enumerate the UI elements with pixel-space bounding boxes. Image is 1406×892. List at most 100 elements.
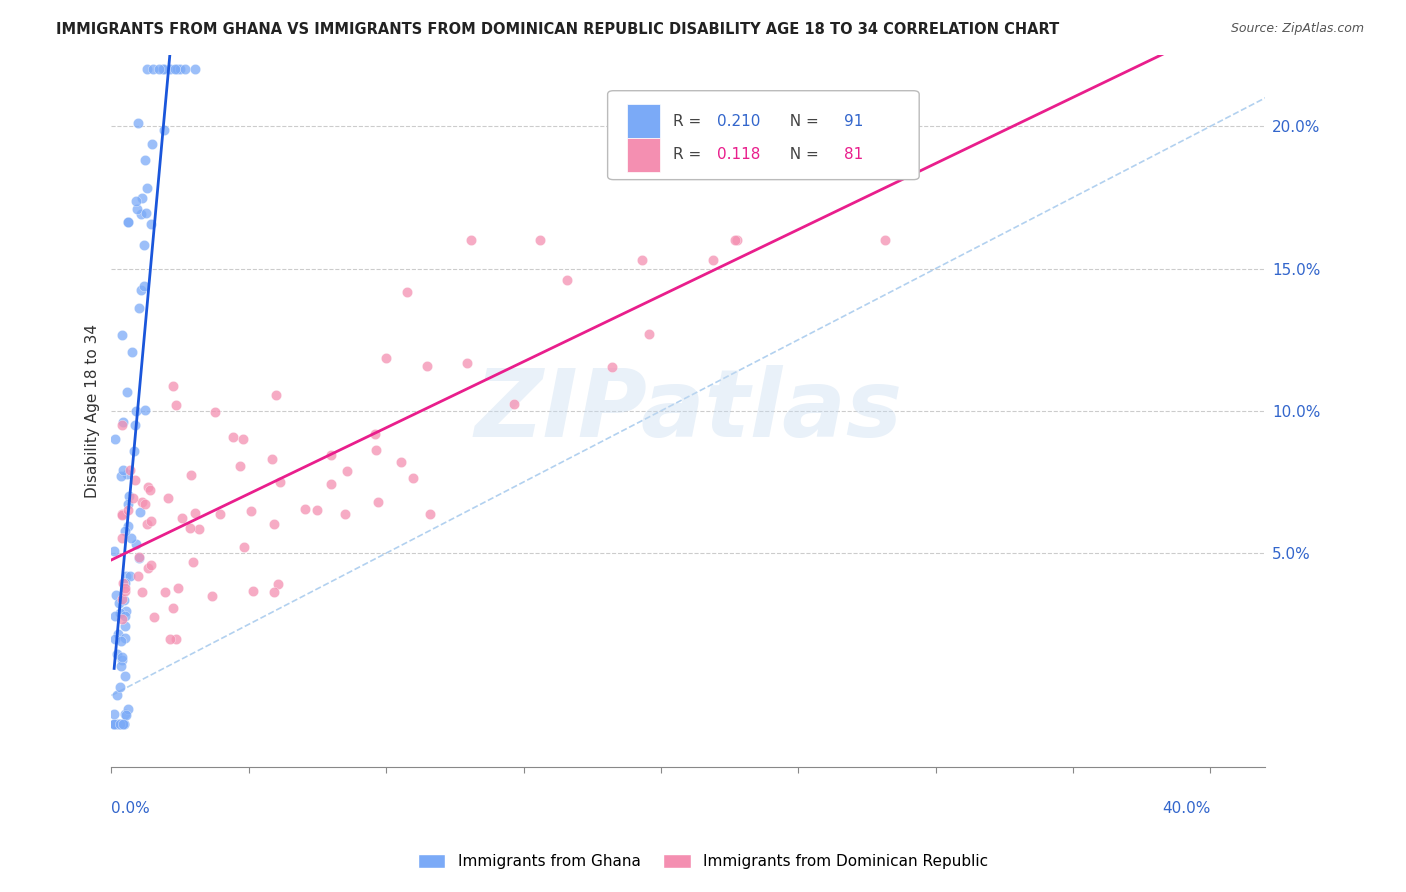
- Point: [134, 279, 156, 293]
- Point: [165, 398, 187, 412]
- Point: [104, 608, 127, 623]
- Point: [103, 706, 125, 721]
- Text: N =: N =: [779, 147, 823, 162]
- Point: [115, 467, 138, 482]
- Point: [103, 717, 125, 731]
- Point: [118, 463, 141, 477]
- Point: [114, 707, 136, 722]
- Point: [103, 717, 125, 731]
- Point: [114, 668, 136, 682]
- Point: [242, 584, 264, 599]
- Point: [103, 717, 125, 731]
- Point: [103, 632, 125, 647]
- Point: [117, 497, 139, 511]
- Point: [141, 137, 163, 152]
- Point: [110, 658, 132, 673]
- Point: [129, 283, 152, 297]
- Point: [114, 618, 136, 632]
- Point: [114, 524, 136, 538]
- Point: [111, 327, 134, 342]
- Point: [117, 215, 139, 229]
- Point: [638, 326, 661, 341]
- Point: [162, 601, 184, 615]
- Point: [170, 510, 193, 524]
- Point: [114, 584, 136, 599]
- Text: 0.118: 0.118: [717, 147, 761, 162]
- Point: [125, 403, 148, 417]
- Point: [112, 717, 135, 731]
- Point: [124, 473, 146, 487]
- Point: [114, 608, 136, 623]
- Point: [112, 717, 135, 731]
- Point: [165, 632, 187, 646]
- Point: [114, 569, 136, 583]
- Point: [229, 459, 252, 474]
- Point: [180, 468, 202, 483]
- Point: [136, 62, 159, 77]
- Point: [112, 415, 135, 429]
- Point: [263, 516, 285, 531]
- Point: [124, 418, 146, 433]
- Point: [117, 215, 139, 229]
- Point: [136, 561, 159, 575]
- Point: [134, 153, 156, 167]
- Point: [240, 504, 263, 518]
- Point: [114, 592, 136, 607]
- Point: [875, 233, 897, 247]
- Point: [127, 569, 149, 583]
- Point: [117, 503, 139, 517]
- Point: [460, 233, 482, 247]
- Point: [128, 505, 150, 519]
- Point: [364, 427, 387, 442]
- Point: [159, 632, 181, 646]
- Point: [389, 455, 412, 469]
- Point: [152, 62, 174, 77]
- Point: [231, 432, 253, 446]
- Point: [136, 480, 159, 494]
- Point: [108, 680, 131, 694]
- Point: [112, 576, 135, 591]
- Point: [725, 233, 748, 247]
- Point: [153, 62, 176, 77]
- Point: [125, 537, 148, 551]
- Point: [135, 206, 157, 220]
- Point: [112, 717, 135, 731]
- Point: [143, 610, 166, 624]
- Point: [117, 518, 139, 533]
- Point: [127, 116, 149, 130]
- Point: [122, 443, 145, 458]
- Point: [111, 653, 134, 667]
- Point: [131, 494, 153, 508]
- Point: [294, 502, 316, 516]
- Point: [108, 717, 131, 731]
- Point: [111, 508, 134, 522]
- Point: [260, 452, 283, 467]
- Point: [134, 496, 156, 510]
- Point: [264, 388, 287, 402]
- Point: [103, 717, 125, 731]
- Point: [181, 555, 204, 569]
- Point: [118, 490, 141, 504]
- Point: [529, 233, 551, 247]
- Point: [107, 717, 129, 731]
- FancyBboxPatch shape: [607, 91, 920, 179]
- Point: [419, 508, 441, 522]
- Point: [156, 491, 179, 506]
- Point: [105, 647, 128, 661]
- Point: [166, 62, 188, 77]
- Point: [631, 252, 654, 267]
- Point: [415, 359, 437, 374]
- Point: [364, 443, 387, 458]
- Point: [222, 430, 245, 444]
- Point: [395, 285, 418, 299]
- Point: [112, 717, 135, 731]
- Point: [188, 522, 211, 536]
- Point: [105, 717, 128, 731]
- Point: [724, 233, 747, 247]
- Text: R =: R =: [673, 147, 707, 162]
- Text: R =: R =: [673, 114, 707, 128]
- Point: [136, 517, 159, 532]
- Point: [121, 344, 143, 359]
- Point: [120, 569, 142, 583]
- Point: [107, 627, 129, 641]
